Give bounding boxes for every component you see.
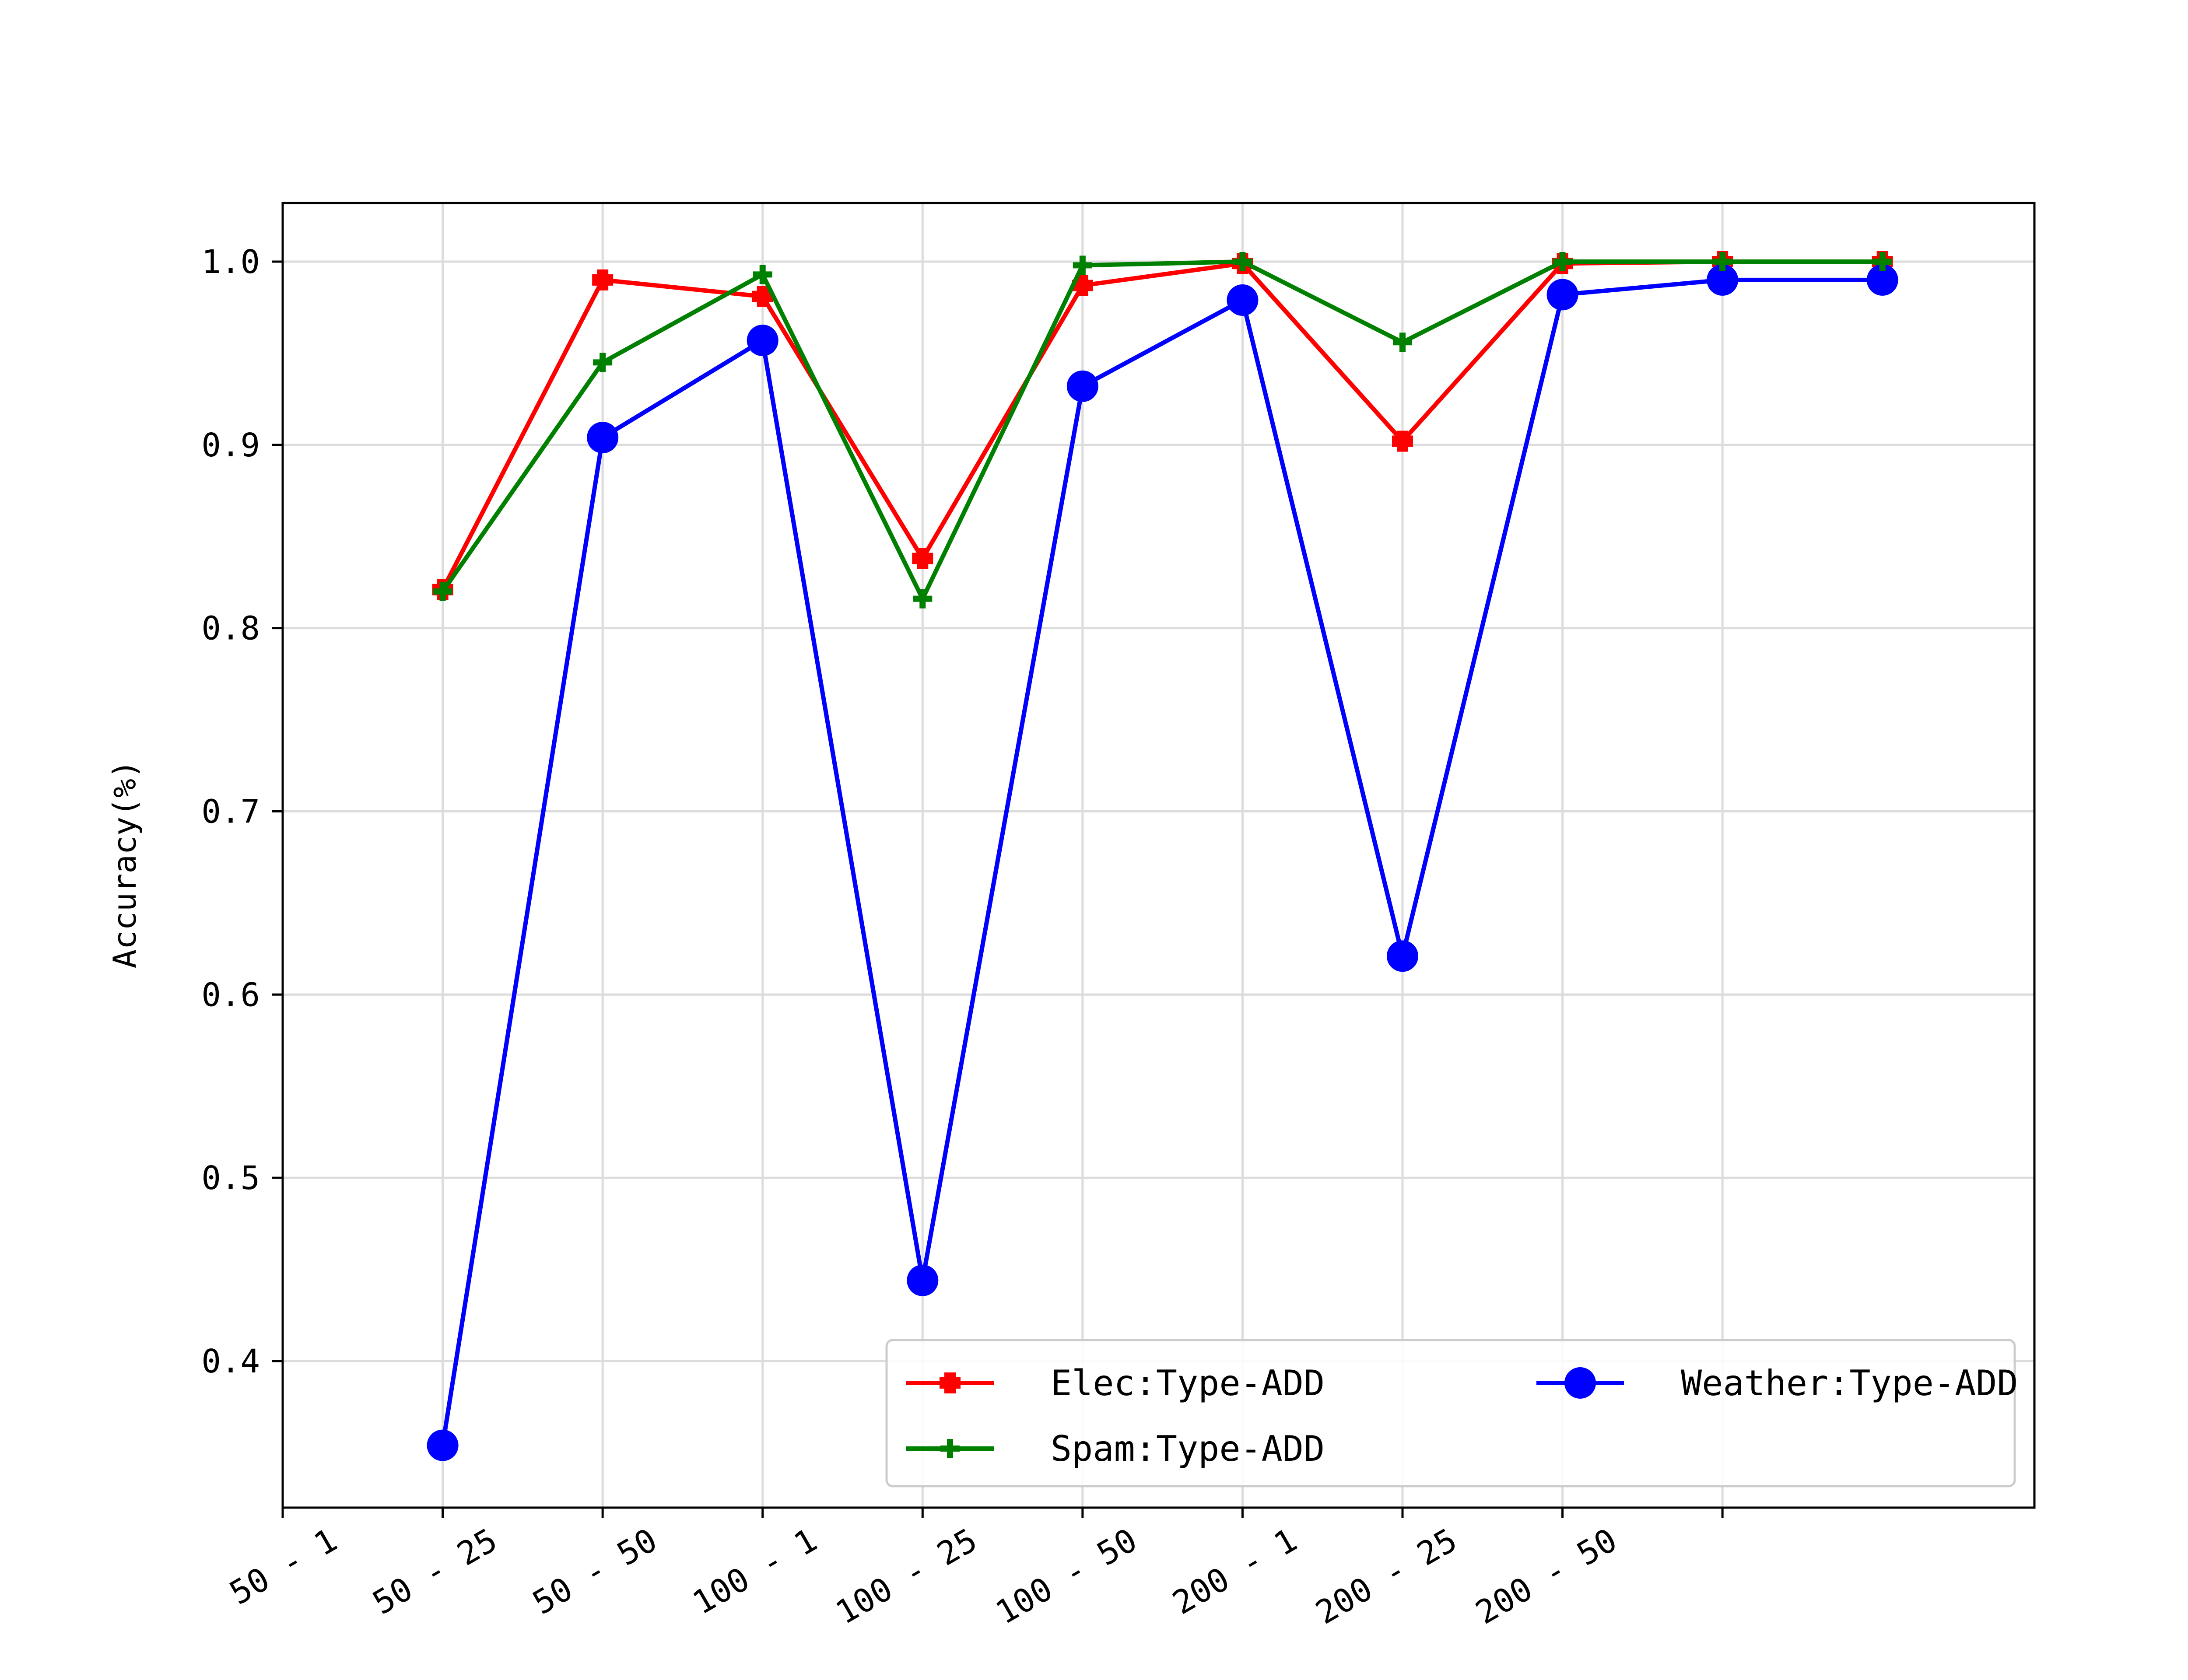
- legend-label: Spam:Type-ADD: [1051, 1428, 1325, 1469]
- data-point: [747, 325, 778, 357]
- data-point: [1386, 940, 1418, 972]
- y-tick-label: 0.8: [201, 610, 260, 648]
- data-point: [907, 1264, 939, 1296]
- data-point: [592, 269, 614, 290]
- data-point: [1707, 264, 1739, 296]
- data-point: [1392, 332, 1412, 352]
- data-point: [1233, 252, 1252, 272]
- legend-item: Spam:Type-ADD: [906, 1428, 1325, 1469]
- data-point: [593, 353, 613, 372]
- data-point: [752, 286, 773, 307]
- legend-swatch-marker: [940, 1372, 961, 1393]
- data-point: [1227, 284, 1259, 316]
- data-point: [1866, 264, 1898, 296]
- data-point: [753, 265, 772, 284]
- data-point: [433, 581, 452, 601]
- y-tick-label: 0.5: [201, 1159, 260, 1197]
- y-tick-label: 0.6: [201, 976, 260, 1014]
- data-point: [427, 1429, 459, 1461]
- data-point: [1073, 256, 1092, 275]
- data-point: [912, 548, 933, 569]
- y-tick-label: 1.0: [201, 243, 260, 281]
- y-tick-label: 0.7: [201, 793, 260, 830]
- series-line: [440, 277, 1883, 1446]
- y-tick-label: 0.4: [201, 1343, 260, 1380]
- legend: Elec:Type-ADD Spam:Type-ADD Weather:Type-A…: [885, 1339, 2018, 1488]
- legend-swatch-marker: [940, 1439, 960, 1458]
- plot-frame: [281, 202, 2036, 1509]
- y-axis-label: Accuracy(%): [106, 760, 143, 969]
- series-line: [441, 259, 1883, 601]
- data-point: [913, 589, 933, 609]
- data-point: [587, 422, 619, 454]
- legend-item: Elec:Type-ADD: [906, 1363, 1325, 1404]
- legend-label: Weather:Type-ADD: [1681, 1363, 2018, 1404]
- series-3: [433, 252, 1892, 609]
- series-group: [427, 251, 1898, 1461]
- legend-box: [885, 1339, 2016, 1488]
- data-point: [1713, 252, 1732, 272]
- series-2: [427, 264, 1898, 1461]
- data-point: [1066, 370, 1098, 402]
- y-tick-label: 0.9: [201, 427, 260, 464]
- legend-label: Elec:Type-ADD: [1051, 1363, 1325, 1404]
- legend-swatch-marker: [1564, 1367, 1596, 1399]
- data-point: [1872, 252, 1892, 272]
- data-point: [1392, 430, 1413, 452]
- data-point: [1553, 252, 1572, 272]
- legend-item: Weather:Type-ADD: [1536, 1363, 2018, 1404]
- data-point: [1546, 279, 1578, 311]
